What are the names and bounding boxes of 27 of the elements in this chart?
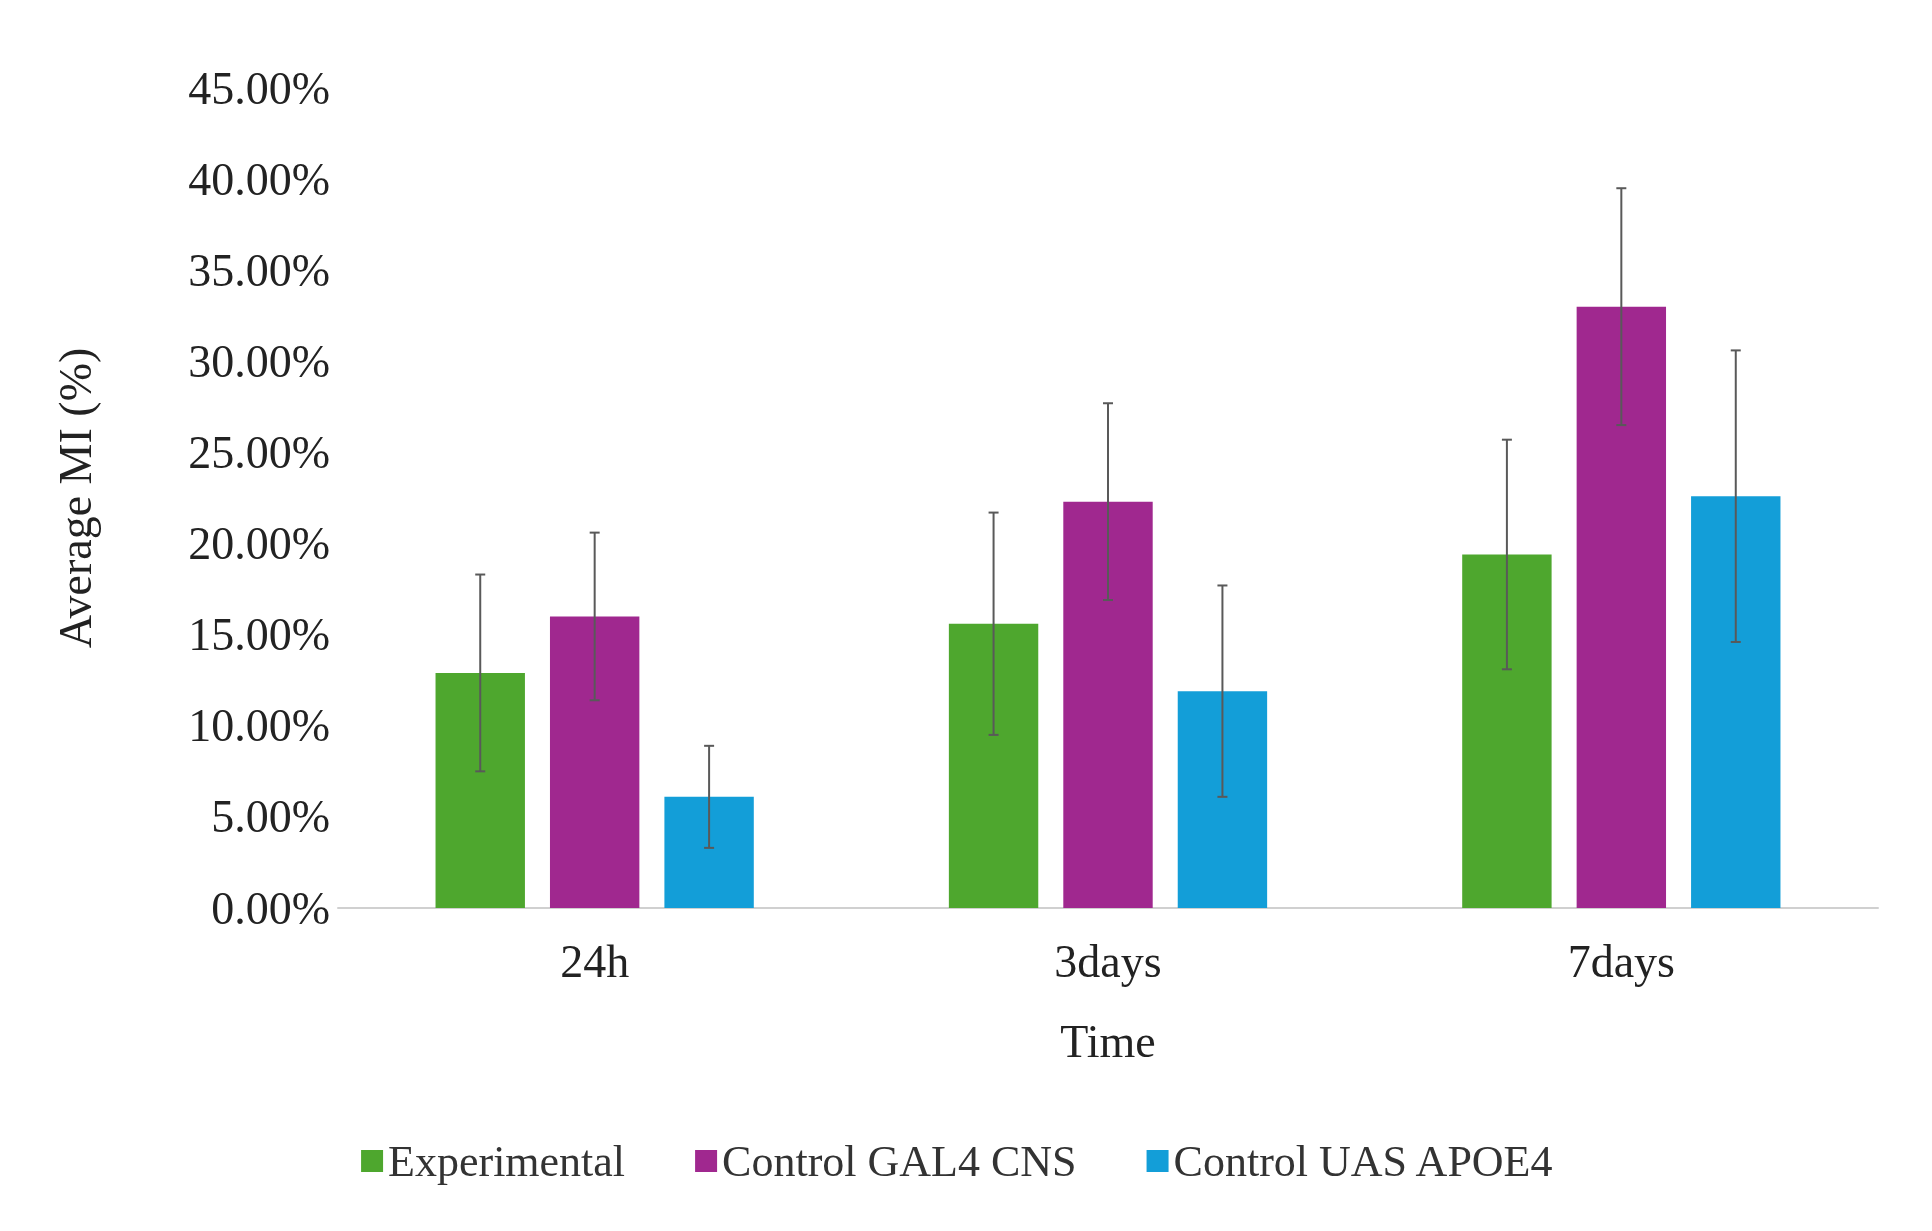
bar <box>1576 306 1667 908</box>
y-tick-label: 15.00% <box>188 609 330 661</box>
y-tick-label: 25.00% <box>188 426 330 478</box>
y-tick-label: 30.00% <box>188 335 330 387</box>
x-axis-title: Time <box>1060 1015 1156 1067</box>
bar <box>549 616 640 908</box>
bar <box>664 796 754 908</box>
x-tick-label: 3days <box>1054 935 1162 987</box>
y-tick-label: 35.00% <box>188 244 330 296</box>
legend-label: Experimental <box>388 1136 626 1186</box>
bar <box>1691 496 1781 908</box>
y-tick-label: 10.00% <box>188 700 330 752</box>
bar <box>1063 501 1153 908</box>
y-tick-label: 5.00% <box>211 791 330 843</box>
x-tick-label: 24h <box>560 935 630 987</box>
bar <box>1177 691 1268 908</box>
y-tick-label: 0.00% <box>211 882 330 934</box>
x-tick-label: 7days <box>1567 935 1675 987</box>
legend-label: Control UAS APOE4 <box>1173 1136 1553 1186</box>
y-tick-label: 45.00% <box>188 62 330 114</box>
bar <box>435 672 525 908</box>
bar <box>1462 554 1552 908</box>
y-tick-label: 20.00% <box>188 518 330 570</box>
y-tick-label: 40.00% <box>188 153 330 205</box>
legend-label: Control GAL4 CNS <box>722 1136 1077 1186</box>
bar <box>948 623 1039 908</box>
y-axis-title: Average MI (%) <box>49 347 101 649</box>
